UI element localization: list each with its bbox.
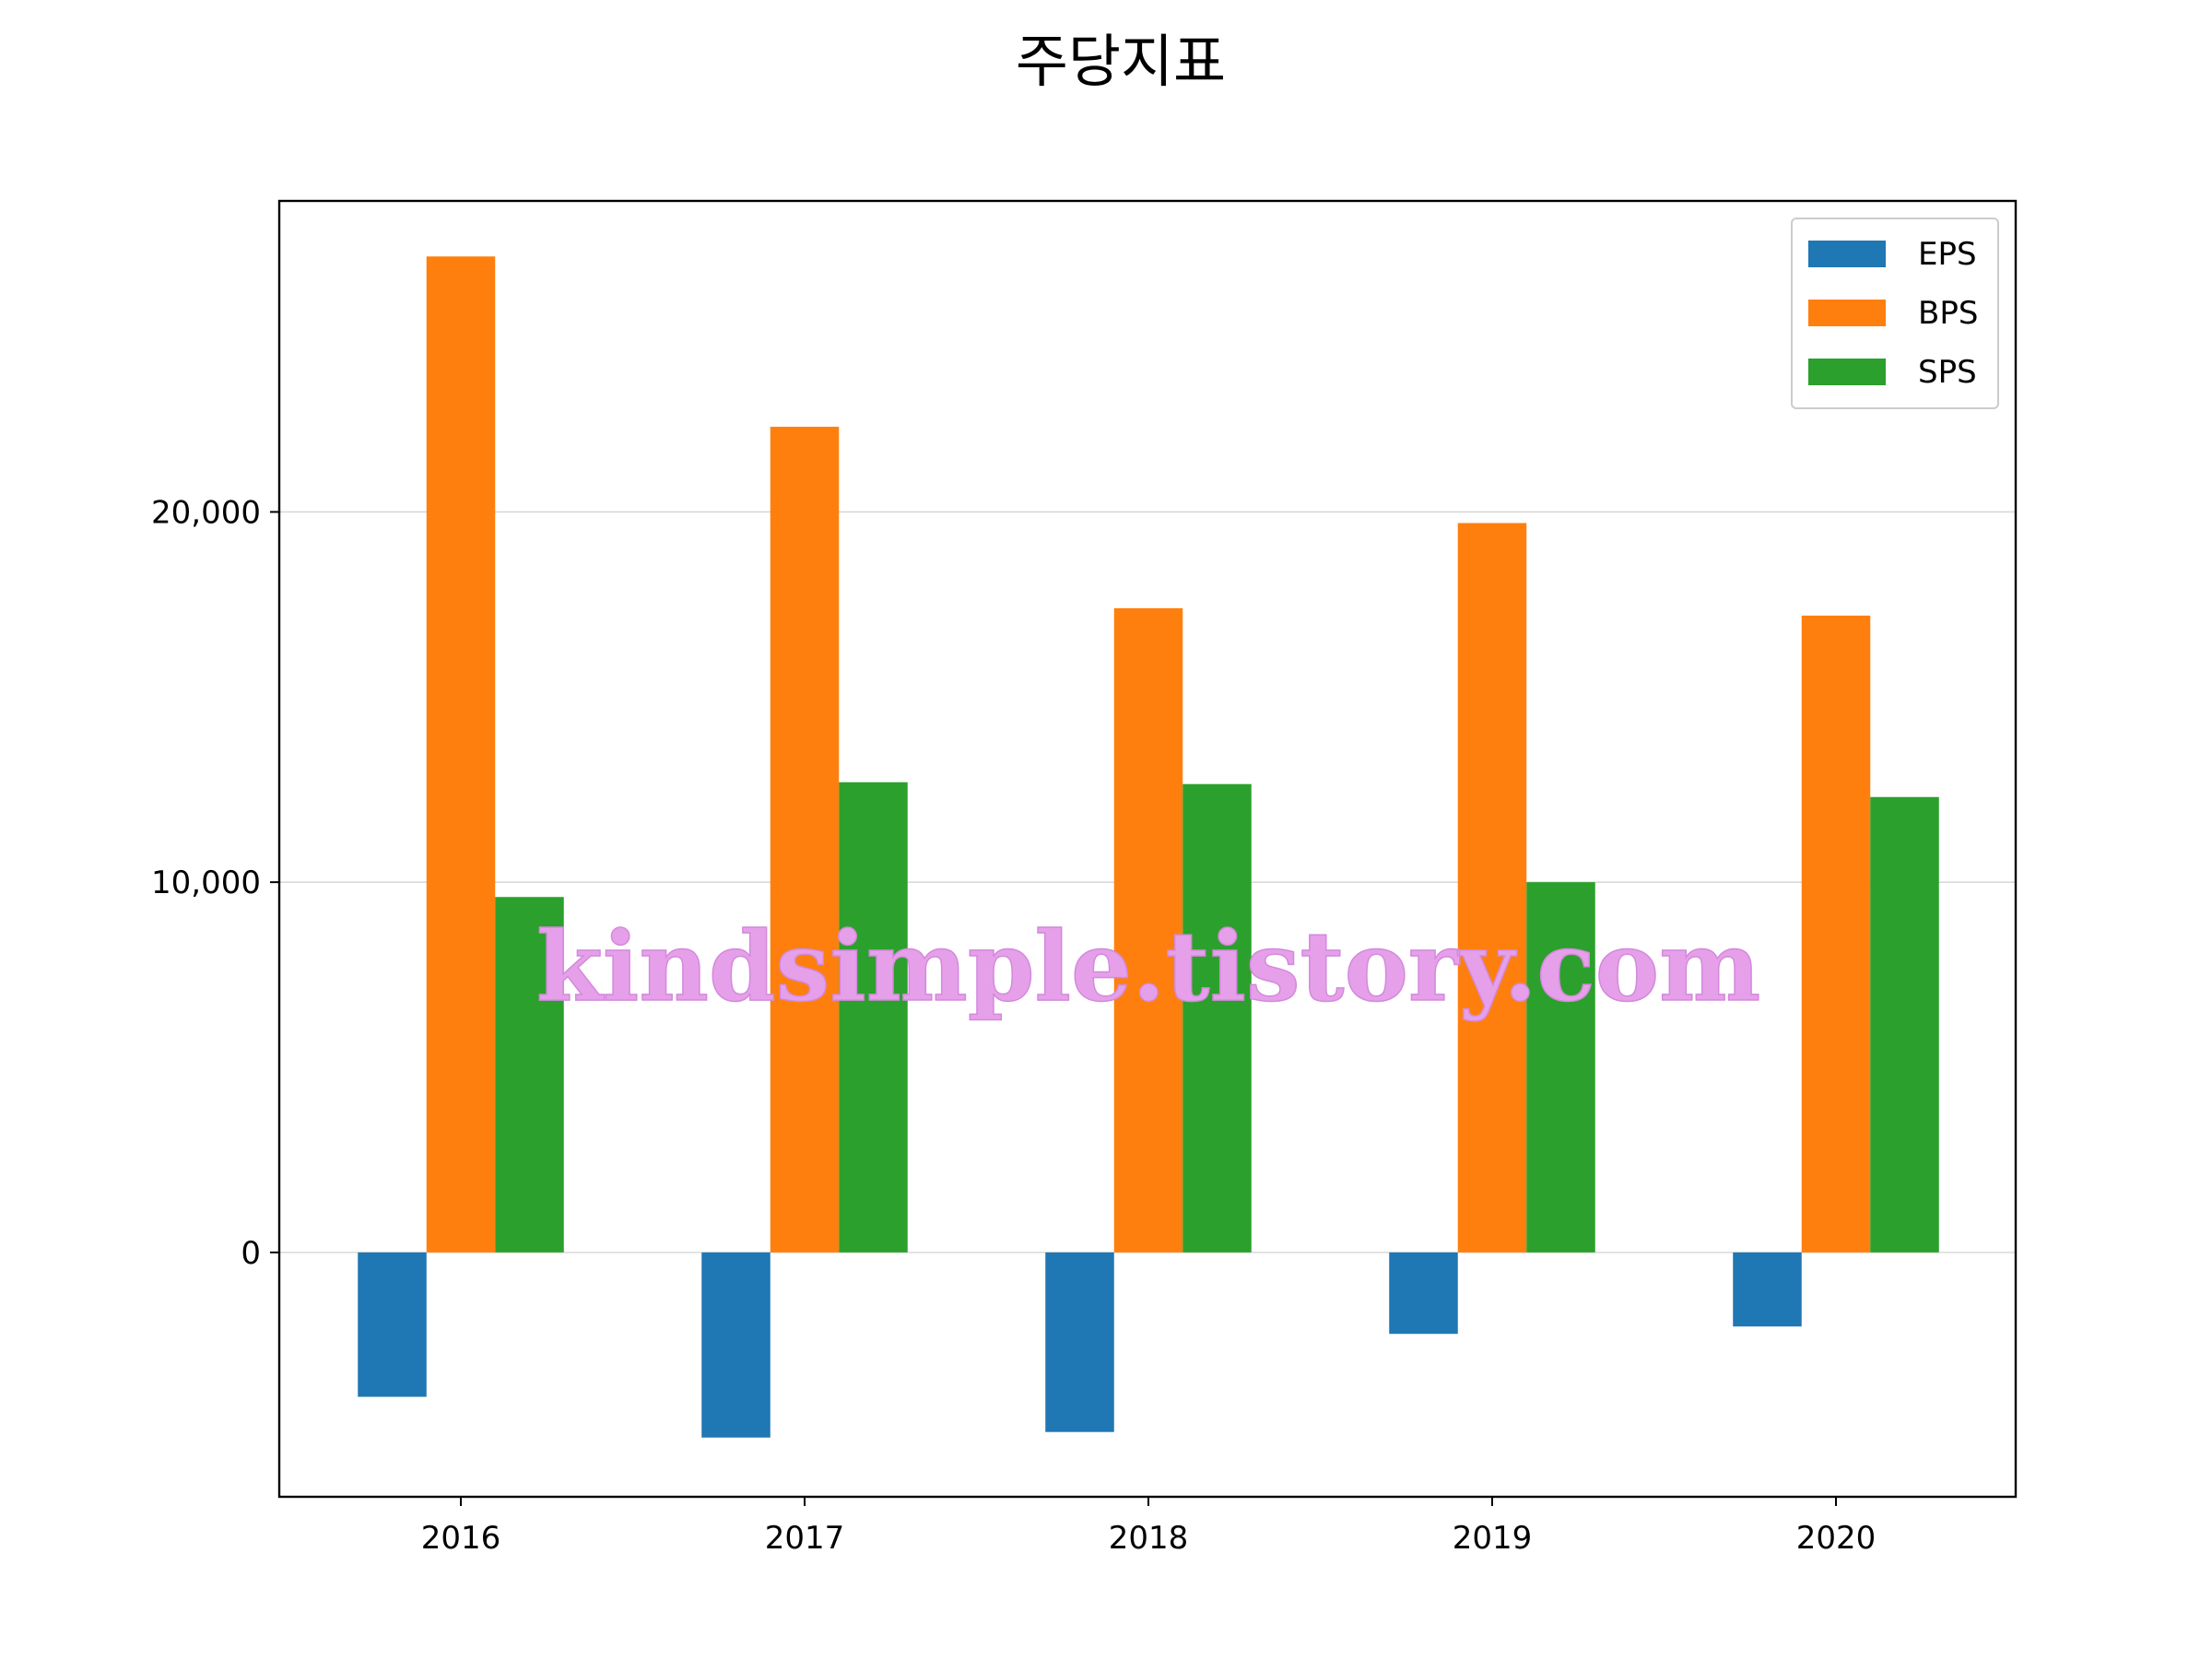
- bar-bps-2020: [1801, 615, 1871, 1253]
- y-tick-label: 0: [241, 1235, 261, 1272]
- watermark-text: kindsimple.tistory.com: [536, 910, 1760, 1023]
- x-tick-label: 2018: [1109, 1520, 1189, 1557]
- x-tick-label: 2016: [421, 1520, 501, 1557]
- legend-label-bps: BPS: [1918, 295, 1978, 332]
- bar-sps-2016: [495, 897, 564, 1253]
- bar-eps-2016: [358, 1252, 427, 1397]
- x-tick-label: 2019: [1453, 1520, 1533, 1557]
- bar-sps-2017: [839, 782, 908, 1253]
- legend-swatch-eps: [1808, 241, 1886, 267]
- legend-label-sps: SPS: [1918, 354, 1977, 391]
- bar-sps-2018: [1182, 783, 1252, 1253]
- x-tick-label: 2017: [765, 1520, 845, 1557]
- bar-bps-2017: [770, 427, 840, 1253]
- bar-eps-2019: [1389, 1252, 1458, 1335]
- axes: 0 10,000 20,000 2016 2017 2018 2019 2020: [151, 199, 2018, 1557]
- legend-swatch-sps: [1808, 359, 1886, 385]
- chart-title: 주당지표: [1016, 28, 1226, 95]
- bar-eps-2018: [1045, 1252, 1114, 1432]
- bar-sps-2019: [1526, 882, 1595, 1253]
- y-tick-label: 20,000: [151, 494, 261, 531]
- bar-eps-2020: [1733, 1252, 1802, 1327]
- bar-sps-2020: [1870, 796, 1939, 1253]
- bar-bps-2016: [426, 256, 496, 1253]
- legend-swatch-bps: [1808, 300, 1886, 326]
- bar-eps-2017: [701, 1252, 771, 1438]
- bar-bps-2019: [1457, 523, 1527, 1253]
- y-tick-label: 10,000: [151, 865, 261, 901]
- x-tick-label: 2020: [1796, 1520, 1877, 1557]
- bar-bps-2018: [1113, 607, 1183, 1253]
- bars: [358, 256, 1939, 1438]
- legend: EPS BPS SPS: [1791, 218, 1999, 409]
- legend-label-eps: EPS: [1918, 236, 1977, 273]
